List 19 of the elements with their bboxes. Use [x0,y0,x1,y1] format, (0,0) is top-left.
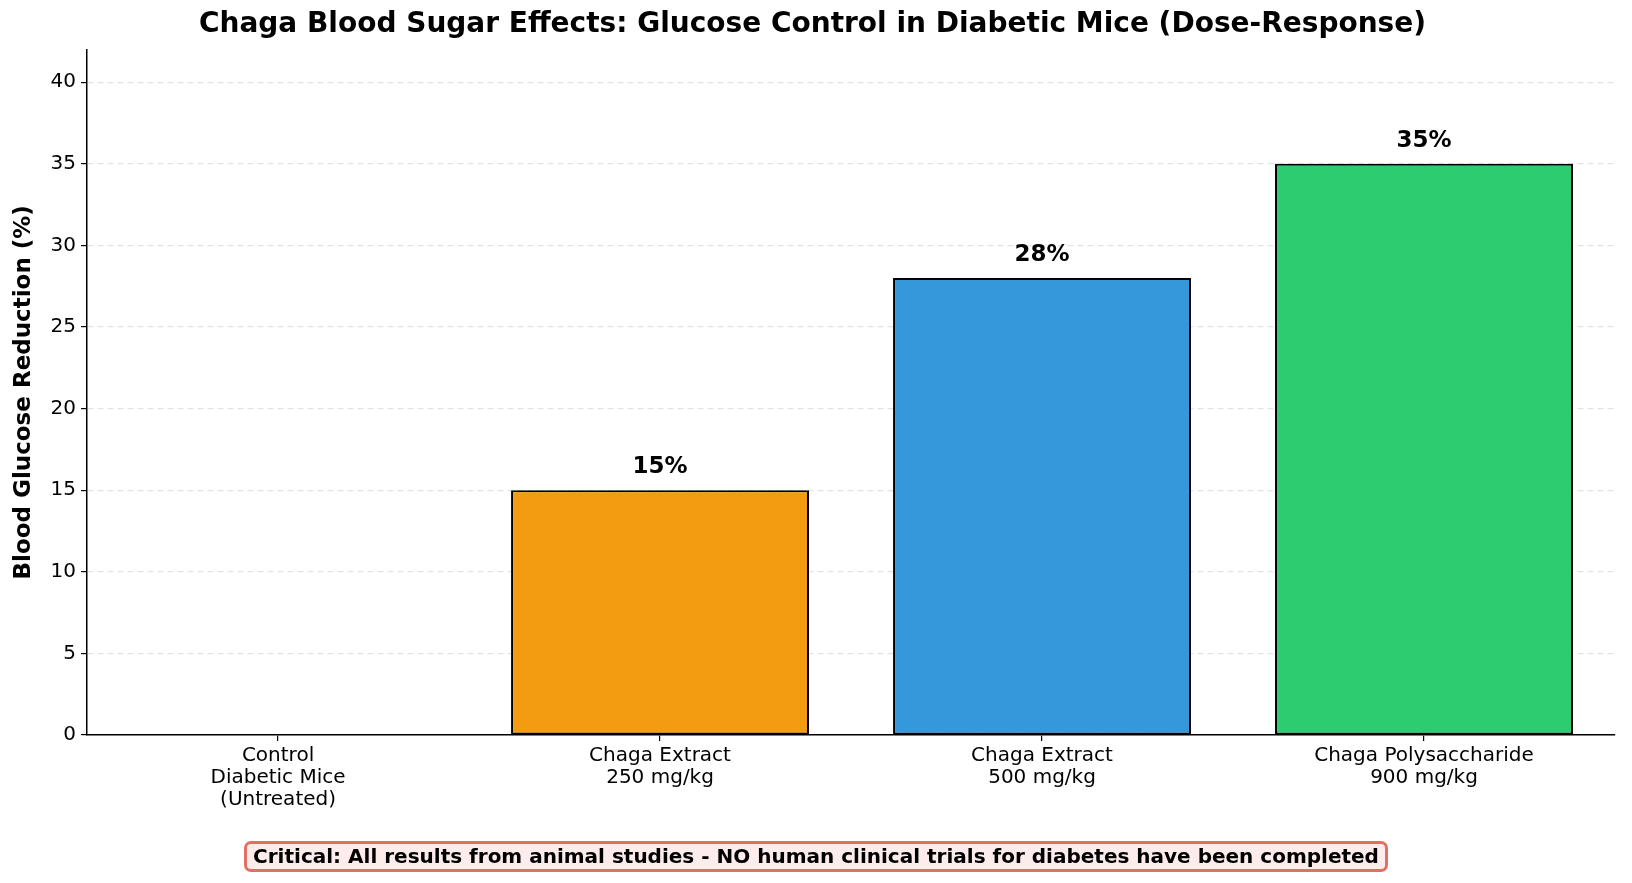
x-tick-label: Chaga Extract 250 mg/kg [589,742,732,789]
y-axis-title: Blood Glucose Reduction (%) [8,205,35,580]
y-tick-label: 40 [50,68,77,93]
y-tick-label: 35 [50,150,77,175]
data-label: 28% [1014,240,1070,267]
y-tick-label: 25 [50,313,77,338]
y-tick-label: 5 [63,639,77,664]
y-tick-label: 10 [50,558,77,583]
y-tick-label: 0 [63,721,77,746]
data-label: 15% [632,452,688,479]
x-tick-label: Chaga Polysaccharide 900 mg/kg [1314,742,1534,789]
text: Critical: All results from animal studies - NO human clinical trials for diabetes have been completed [244,841,1388,872]
x-tick-label: Control Diabetic Mice (Untreated) [210,742,346,811]
y-tick-label: 15 [50,476,77,501]
chart-title: Chaga Blood Sugar Effects: Glucose Control in Diabetic Mice (Dose-Response) [198,6,1427,40]
x-tick-label: Chaga Extract 500 mg/kg [971,742,1114,789]
y-tick-label: 20 [50,394,77,419]
y-tick-label: 30 [50,231,77,256]
data-label: 35% [1396,125,1452,152]
